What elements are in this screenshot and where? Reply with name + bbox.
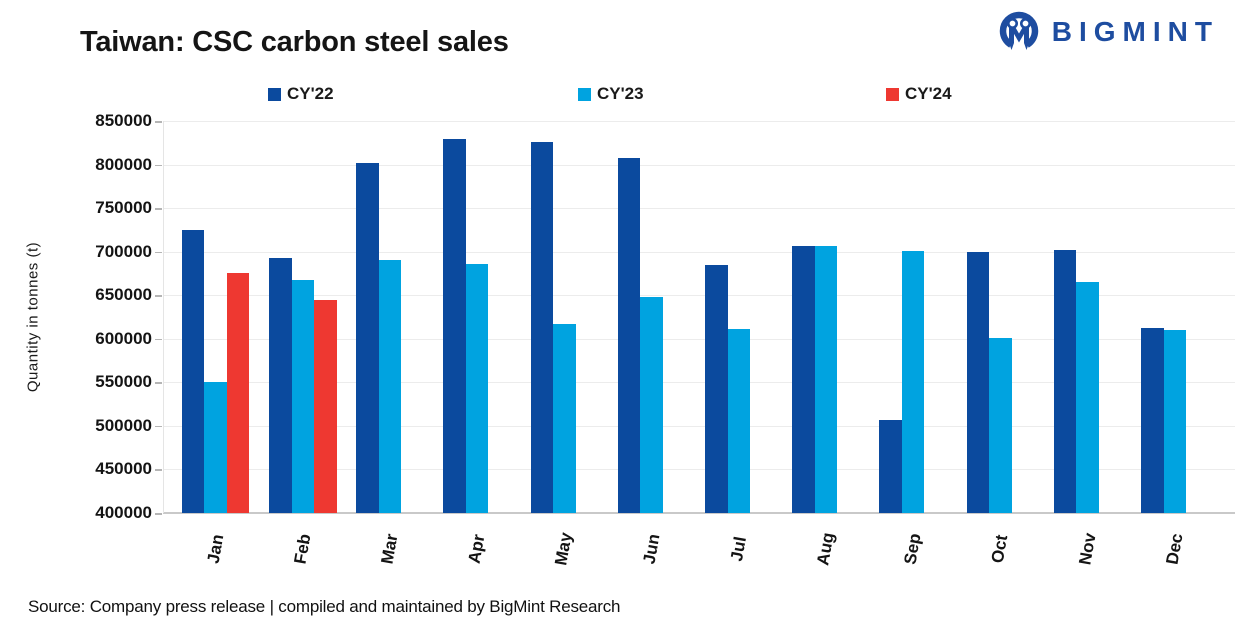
x-tick-label-mar: Mar <box>377 532 402 566</box>
legend-swatch-cy22 <box>268 87 281 101</box>
bar-cy23-jun <box>640 296 663 513</box>
bar-cy23-feb <box>291 280 315 513</box>
bar-cy24-feb <box>314 300 337 513</box>
legend-item-cy22: CY'22 <box>268 84 334 104</box>
x-tick-label-jan: Jan <box>203 532 228 565</box>
y-tick-label: 500000 <box>95 415 152 435</box>
y-axis-tick <box>155 425 162 428</box>
legend-label-cy22: CY'22 <box>287 84 334 103</box>
legend-label-cy24: CY'24 <box>905 84 952 103</box>
bar-cy23-may <box>553 323 576 513</box>
bar-cy22-nov <box>1053 249 1077 513</box>
gridline <box>163 469 1235 471</box>
y-axis-tick <box>155 121 162 123</box>
bar-cy23-aug <box>814 246 838 513</box>
x-tick-label-feb: Feb <box>290 532 315 566</box>
y-tick-label: 550000 <box>95 372 152 392</box>
legend-swatch-cy23 <box>578 87 591 101</box>
y-tick-label: 750000 <box>95 198 152 218</box>
gridline <box>163 295 1235 297</box>
bar-cy23-sep <box>901 250 925 513</box>
bigmint-logo: BIGMINT <box>996 10 1219 54</box>
bar-cy22-feb <box>269 257 292 513</box>
x-tick-label-aug: Aug <box>813 530 838 567</box>
x-tick-label-jul: Jul <box>726 535 750 563</box>
gridline <box>163 425 1235 427</box>
x-tick-label-sep: Sep <box>900 531 925 566</box>
y-tick-label: 400000 <box>95 503 152 522</box>
y-tick-label: 450000 <box>95 459 152 479</box>
x-tick-label-dec: Dec <box>1162 531 1187 566</box>
y-tick-label: 800000 <box>95 154 152 174</box>
bar-cy24-jan <box>226 272 250 513</box>
bar-cy22-may <box>530 141 554 513</box>
bar-cy22-jan <box>181 229 205 513</box>
legend-item-cy23: CY'23 <box>578 84 644 104</box>
bar-cy22-mar <box>356 162 379 513</box>
bar-cy23-mar <box>378 259 402 513</box>
y-axis-tick <box>155 208 162 210</box>
gridline <box>163 251 1235 253</box>
bar-cy22-sep <box>879 419 902 513</box>
x-tick-label-may: May <box>551 530 577 567</box>
source-note: Source: Company press release | compiled… <box>28 597 621 616</box>
bar-cy23-apr <box>465 263 489 513</box>
bar-cy23-nov <box>1076 282 1099 513</box>
gridline <box>163 382 1235 384</box>
bar-cy23-jul <box>727 329 751 513</box>
x-tick-label-nov: Nov <box>1074 531 1100 567</box>
y-tick-label: 700000 <box>95 241 152 261</box>
y-tick-label: 600000 <box>95 328 152 348</box>
x-axis-line <box>163 512 1235 514</box>
bar-cy23-oct <box>989 337 1012 513</box>
y-axis-title: Quantity in tonnes (t) <box>24 241 42 393</box>
legend-label-cy23: CY'23 <box>597 84 644 103</box>
bigmint-logo-text: BIGMINT <box>1051 16 1219 47</box>
bar-cy22-apr <box>443 139 466 513</box>
legend-swatch-cy24 <box>886 87 899 101</box>
bar-cy23-dec <box>1163 330 1187 513</box>
y-axis-tick <box>155 382 162 384</box>
gridline <box>163 164 1235 166</box>
y-axis-tick <box>155 164 162 167</box>
gridline <box>163 121 1235 122</box>
x-tick-label-oct: Oct <box>988 533 1012 565</box>
bar-cy23-jan <box>204 382 227 513</box>
y-axis-tick <box>155 513 162 515</box>
bar-cy22-aug <box>792 245 815 513</box>
bar-cy22-jul <box>705 264 728 513</box>
y-tick-label: 650000 <box>95 285 152 305</box>
bar-cy22-oct <box>966 251 990 513</box>
bigmint-logo-icon <box>999 11 1039 51</box>
y-tick-label: 850000 <box>95 111 152 130</box>
y-axis-line <box>163 121 164 513</box>
legend-item-cy24: CY'24 <box>886 84 952 104</box>
bar-cy22-jun <box>617 158 641 513</box>
bar-cy22-dec <box>1141 328 1164 513</box>
gridline <box>163 208 1235 210</box>
y-axis-tick <box>155 338 162 341</box>
gridline <box>163 338 1235 340</box>
x-tick-label-jun: Jun <box>639 532 664 566</box>
y-axis-tick <box>155 295 162 297</box>
page-title: Taiwan: CSC carbon steel sales <box>80 26 509 58</box>
x-tick-label-apr: Apr <box>464 532 489 565</box>
y-axis-tick <box>155 251 162 254</box>
y-axis-tick <box>155 469 162 471</box>
